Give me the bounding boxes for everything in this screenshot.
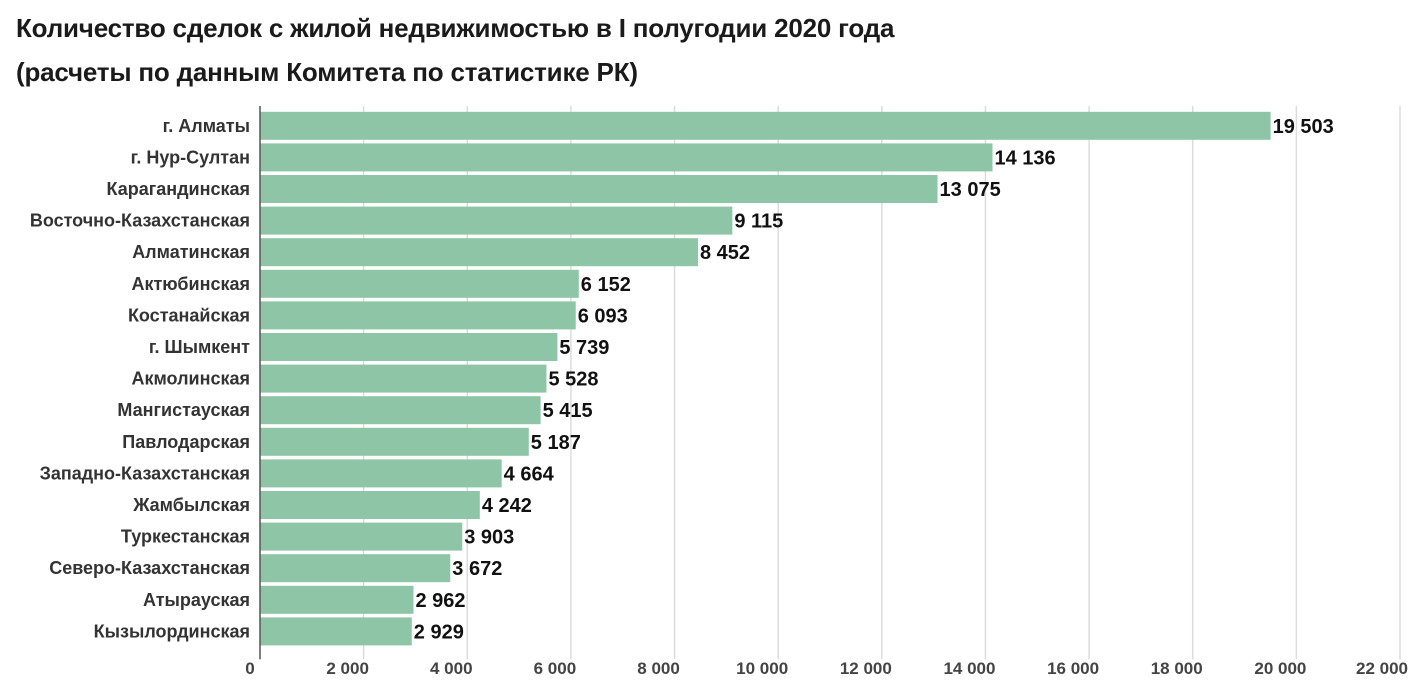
value-label: 5 739 xyxy=(559,337,609,359)
bar xyxy=(260,269,579,298)
value-label: 19 503 xyxy=(1273,116,1334,138)
x-tick-label: 4 000 xyxy=(430,659,473,678)
value-label: 9 115 xyxy=(734,211,783,233)
x-tick-label: 18 000 xyxy=(1151,659,1203,678)
chart-title: Количество сделок с жилой недвижимостью … xyxy=(16,6,895,94)
bar xyxy=(260,427,529,456)
chart-title-line-1: Количество сделок с жилой недвижимостью … xyxy=(16,13,895,43)
bar xyxy=(260,585,414,614)
chart-title-line-2: (расчеты по данным Комитета по статистик… xyxy=(16,57,638,87)
bar xyxy=(260,301,576,330)
category-label: Мангистауская xyxy=(117,400,250,420)
value-label: 2 929 xyxy=(414,621,464,643)
category-label: Актюбинская xyxy=(131,274,250,294)
bar xyxy=(260,364,547,393)
value-label: 3 672 xyxy=(452,558,502,580)
bar xyxy=(260,522,463,551)
bar xyxy=(260,333,558,361)
category-label: Карагандинская xyxy=(107,179,251,199)
value-label: 8 452 xyxy=(700,242,750,264)
x-tick-label: 0 xyxy=(245,659,254,678)
value-label: 6 093 xyxy=(578,305,628,327)
category-label: Восточно-Казахстанская xyxy=(30,211,250,231)
bar xyxy=(260,459,502,488)
x-tick-label: 12 000 xyxy=(840,659,892,678)
category-label: Костанайская xyxy=(128,305,250,325)
value-label: 5 415 xyxy=(543,400,593,422)
value-label: 5 187 xyxy=(531,432,581,454)
bar xyxy=(260,491,480,519)
value-label: 4 242 xyxy=(482,495,532,517)
category-label: Павлодарская xyxy=(122,432,250,452)
category-label: г. Нур-Султан xyxy=(131,147,250,167)
bar xyxy=(260,238,698,267)
category-label: Западно-Казахстанская xyxy=(40,463,250,483)
bar xyxy=(260,206,733,235)
value-label: 3 903 xyxy=(464,527,514,549)
category-label: г. Алматы xyxy=(163,116,250,136)
category-label: Акмолинская xyxy=(131,369,250,389)
category-label: г. Шымкент xyxy=(149,337,250,357)
x-tick-label: 8 000 xyxy=(637,659,680,678)
value-label: 5 528 xyxy=(548,369,598,391)
bar xyxy=(260,617,412,646)
value-label: 4 664 xyxy=(504,463,555,485)
category-label: Туркестанская xyxy=(121,527,250,547)
category-label: Кызылординская xyxy=(94,621,250,641)
x-tick-label: 10 000 xyxy=(736,659,788,678)
category-label: Алматинская xyxy=(132,242,250,262)
x-tick-label: 20 000 xyxy=(1254,659,1306,678)
category-label: Жамбылская xyxy=(132,495,250,515)
bar xyxy=(260,111,1271,140)
category-label: Северо-Казахстанская xyxy=(49,558,250,578)
bar xyxy=(260,143,993,172)
x-tick-label: 16 000 xyxy=(1047,659,1099,678)
value-label: 2 962 xyxy=(415,590,465,612)
bar xyxy=(260,396,541,425)
x-tick-label: 2 000 xyxy=(326,659,369,678)
value-label: 13 075 xyxy=(940,179,1001,201)
category-label: Атырауская xyxy=(143,590,250,610)
value-label: 14 136 xyxy=(995,147,1056,169)
value-label: 6 152 xyxy=(581,274,631,296)
x-tick-label: 22 000 xyxy=(1356,659,1408,678)
bar xyxy=(260,175,938,203)
bar xyxy=(260,554,451,583)
x-tick-label: 14 000 xyxy=(943,659,995,678)
x-tick-label: 6 000 xyxy=(534,659,577,678)
